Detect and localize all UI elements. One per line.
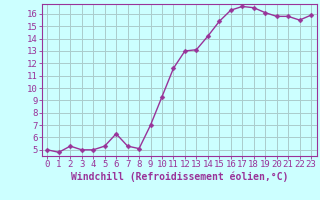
X-axis label: Windchill (Refroidissement éolien,°C): Windchill (Refroidissement éolien,°C): [70, 172, 288, 182]
